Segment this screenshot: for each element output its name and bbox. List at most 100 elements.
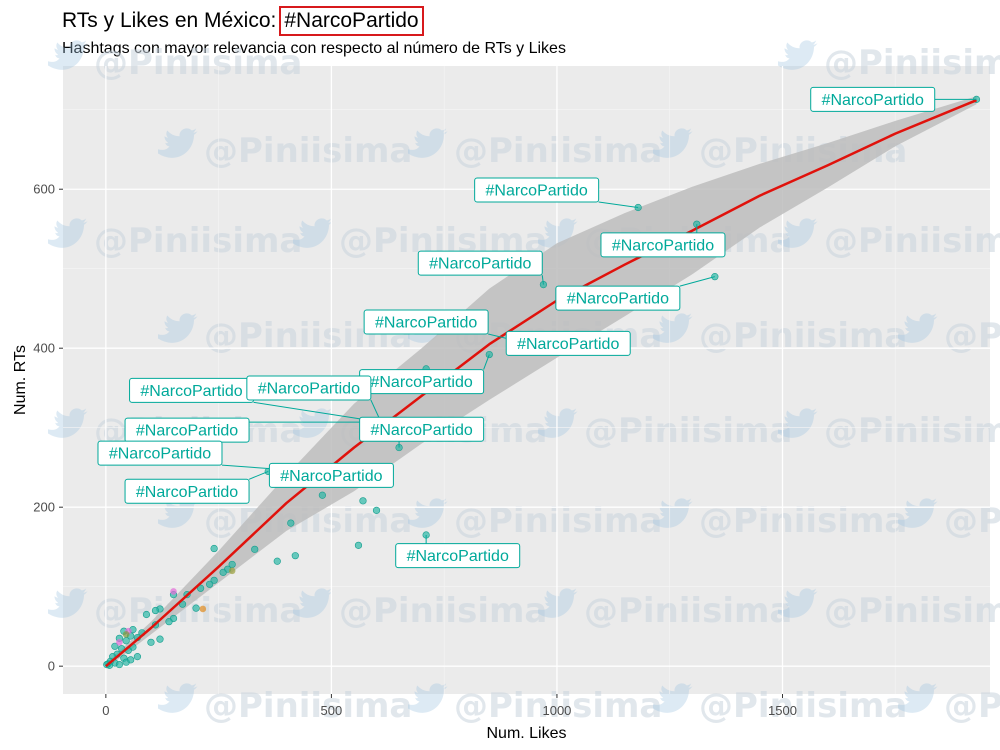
point-label: #NarcoPartido [280, 468, 382, 485]
data-point-accent [122, 631, 130, 638]
watermark-text: @Piniisima [94, 221, 302, 261]
twitter-bird-icon [408, 498, 448, 528]
data-point [359, 497, 367, 505]
data-point [210, 576, 218, 584]
data-point [372, 506, 381, 514]
watermark-text: @Piniisima [204, 686, 412, 726]
x-axis-title: Num. Likes [486, 725, 566, 742]
data-point-accent [170, 588, 177, 595]
data-point [192, 604, 200, 612]
point-label: #NarcoPartido [407, 548, 509, 565]
point-label: #NarcoPartido [370, 374, 472, 391]
watermark-text: @Piniisima [824, 221, 1000, 261]
twitter-bird-icon [653, 498, 693, 528]
point-label: #NarcoPartido [486, 183, 588, 200]
point-label: #NarcoPartido [370, 422, 472, 439]
twitter-bird-icon [538, 588, 578, 618]
watermark-text: @Piniisima [454, 131, 662, 171]
y-axis-title: Num. RTs [12, 345, 29, 415]
data-point [122, 637, 130, 645]
chart-title-hashtag: #NarcoPartido [279, 6, 424, 36]
y-tick-label: 200 [33, 500, 55, 515]
point-label-box [474, 177, 600, 203]
watermark-text: @Piniisima [944, 316, 1000, 356]
point-label-box [417, 250, 543, 276]
point-label: #NarcoPartido [822, 92, 924, 109]
twitter-bird-icon [898, 313, 938, 343]
point-label: #NarcoPartido [258, 380, 360, 397]
point-label: #NarcoPartido [136, 423, 238, 440]
data-point [156, 635, 164, 643]
data-point [291, 552, 299, 560]
x-tick-label: 500 [321, 703, 343, 718]
watermark-text: @Piniisima [824, 411, 1000, 451]
point-labels-layer: #NarcoPartido #NarcoPartido #NarcoPartido #… [97, 86, 977, 569]
label-leader-line [483, 354, 490, 370]
twitter-bird-icon [293, 588, 333, 618]
data-point [273, 557, 281, 565]
twitter-bird-icon [653, 128, 693, 158]
twitter-bird-icon [48, 588, 88, 618]
data-point-accent [116, 639, 123, 646]
point-label-box [363, 309, 489, 335]
twitter-bird-icon [653, 313, 693, 343]
label-leader-line [248, 470, 269, 480]
point-label: #NarcoPartido [375, 314, 477, 331]
data-point [206, 580, 214, 588]
watermark-text: @Piniisima [454, 686, 662, 726]
twitter-bird-icon [158, 683, 198, 713]
data-point [210, 544, 218, 553]
trend-line-layer [105, 99, 977, 668]
x-tick-label: 0 [102, 703, 109, 718]
data-point-accent [228, 567, 236, 575]
point-label-box [359, 416, 485, 442]
twitter-bird-icon [778, 40, 818, 70]
point-label: #NarcoPartido [612, 237, 714, 254]
point-label-box [505, 330, 631, 356]
twitter-bird-icon [158, 498, 198, 528]
y-tick-label: 400 [33, 341, 55, 356]
label-leader-line [541, 275, 544, 285]
data-point-accent [199, 605, 207, 613]
label-leader-line [598, 201, 639, 208]
axis-layer: 0 500 1000 1500 0 200 400 600 Num. Likes Num. RTs [12, 182, 797, 742]
watermark-text: @Piniisima [699, 686, 907, 726]
x-tick-label: 1000 [542, 703, 571, 718]
watermark-text: @Piniisima [339, 591, 547, 631]
chart-subtitle: Hashtags con mayor relevancia con respec… [62, 40, 566, 57]
point-label-box [810, 86, 936, 112]
data-point [127, 656, 135, 664]
point-label: #NarcoPartido [109, 446, 211, 463]
data-point [287, 519, 295, 527]
x-tick-label: 1500 [768, 703, 797, 718]
twitter-bird-icon [293, 408, 333, 438]
twitter-bird-icon [158, 128, 198, 158]
twitter-bird-icon [158, 313, 198, 343]
y-tick-label: 0 [48, 659, 55, 674]
point-label-box [246, 375, 372, 401]
point-label: #NarcoPartido [429, 256, 531, 273]
watermark-text: @Piniisima [94, 43, 302, 83]
point-label-box [268, 462, 394, 488]
data-point [165, 618, 173, 626]
data-point [111, 642, 119, 650]
point-label: #NarcoPartido [517, 336, 619, 353]
twitter-bird-icon [653, 683, 693, 713]
watermark-text: @Piniisima [824, 43, 1000, 83]
data-point [151, 606, 160, 615]
point-label-box [97, 440, 223, 466]
data-point [196, 584, 205, 592]
point-label: #NarcoPartido [136, 484, 238, 501]
watermark-text: @Piniisima [824, 591, 1000, 631]
point-label-box [600, 232, 726, 258]
chart-title: RTs y Likes en México: [62, 9, 277, 32]
watermark-text: @Piniisima [944, 686, 1000, 726]
twitter-bird-icon [778, 408, 818, 438]
twitter-bird-icon [48, 408, 88, 438]
twitter-bird-icon [538, 408, 578, 438]
trend-line [105, 99, 977, 668]
data-point [147, 638, 155, 646]
data-point [219, 568, 227, 576]
data-point [318, 491, 326, 499]
